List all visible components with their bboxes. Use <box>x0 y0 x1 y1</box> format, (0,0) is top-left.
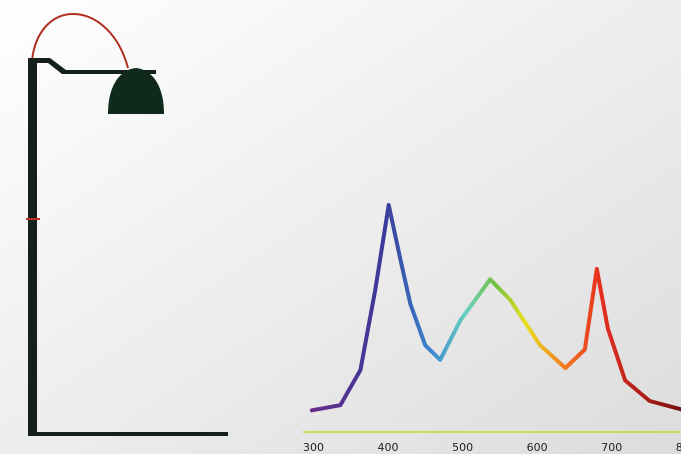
x-tick-label: 800 <box>676 441 681 454</box>
lamp <box>26 13 228 436</box>
x-tick-label: 700 <box>601 441 622 454</box>
x-tick-label: 600 <box>527 441 548 454</box>
x-tick-label: 500 <box>452 441 473 454</box>
x-tick-label: 400 <box>378 441 399 454</box>
x-tick-label: 300 <box>303 441 324 454</box>
spectrum-line <box>309 203 681 413</box>
